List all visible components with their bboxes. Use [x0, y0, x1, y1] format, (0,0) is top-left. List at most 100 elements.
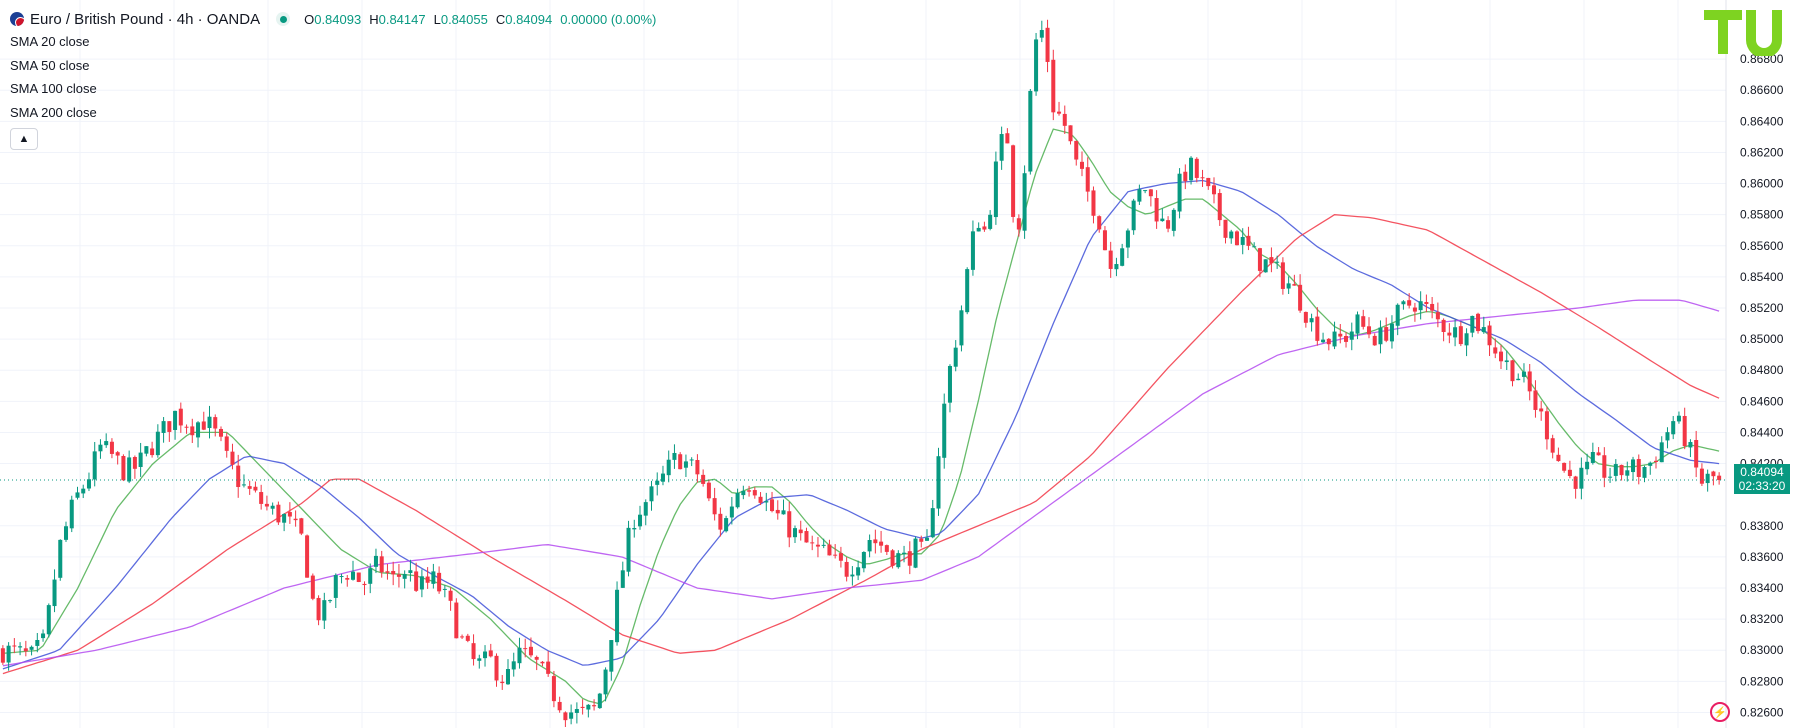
lightning-icon[interactable]: ⚡: [1710, 702, 1730, 722]
symbol-header: Euro / British Pound · 4h · OANDA O0.840…: [10, 8, 656, 30]
candle-body: [586, 704, 591, 710]
candle-body: [328, 600, 333, 602]
candle-body: [483, 651, 488, 659]
candle-body: [988, 214, 993, 229]
ohlc-close: C0.84094: [495, 11, 553, 27]
symbol-title[interactable]: Euro / British Pound · 4h · OANDA: [30, 10, 261, 28]
candle-body: [155, 431, 160, 456]
candle-body: [282, 513, 287, 523]
candle-body: [454, 602, 459, 639]
candle-body: [201, 421, 206, 430]
candle-body: [896, 553, 901, 568]
candle-body: [655, 480, 660, 485]
candle-body: [299, 518, 304, 534]
candle-body: [597, 693, 602, 709]
candle-body: [259, 492, 264, 504]
candle-body: [1344, 336, 1349, 342]
candle-body: [1338, 333, 1343, 337]
candle-body: [1120, 248, 1125, 266]
candle-body: [712, 498, 717, 515]
candle-body: [419, 576, 424, 590]
candle-body: [270, 505, 275, 509]
candle-body: [1372, 335, 1377, 346]
candle-body: [1269, 257, 1274, 264]
candle-body: [1487, 325, 1492, 346]
candle-body: [1148, 189, 1153, 197]
candle-body: [1441, 319, 1446, 332]
candle-body: [1016, 218, 1021, 230]
candle-body: [293, 518, 298, 521]
candle-body: [626, 527, 631, 572]
candle-body: [1453, 327, 1458, 338]
ohlc-open: O0.84093: [304, 11, 362, 27]
candle-body: [1332, 331, 1337, 347]
candle-body: [838, 553, 843, 561]
candle-body: [953, 347, 958, 367]
candle-body: [1481, 327, 1486, 333]
candle-body: [810, 542, 815, 544]
candle-body: [563, 712, 568, 721]
candle-body: [718, 513, 723, 530]
indicator-sma-100[interactable]: SMA 100 close: [10, 81, 97, 96]
candle-body: [947, 365, 952, 403]
price-tick-label: 0.83000: [1740, 643, 1784, 657]
candle-body: [362, 583, 367, 586]
candle-body: [534, 656, 539, 660]
candle-body: [758, 496, 763, 503]
candle-body: [528, 646, 533, 656]
candle-body: [643, 502, 648, 516]
candle-body: [310, 575, 315, 599]
candle-body: [230, 451, 235, 465]
candle-body: [1527, 371, 1532, 392]
candle-body: [236, 465, 241, 488]
collapse-legend-button[interactable]: ▲: [10, 128, 38, 150]
candle-body: [1424, 301, 1429, 305]
candle-body: [207, 416, 212, 429]
candle-body: [1504, 360, 1509, 363]
candle-body: [1642, 467, 1647, 478]
candle-body: [46, 605, 51, 635]
candle-body: [1085, 167, 1090, 192]
market-status-icon[interactable]: [276, 12, 291, 26]
candle-body: [64, 526, 69, 540]
candle-body: [1389, 323, 1394, 342]
candle-body: [52, 579, 57, 607]
candle-body: [1539, 408, 1544, 412]
candle-body: [190, 426, 195, 436]
indicator-sma-200[interactable]: SMA 200 close: [10, 104, 97, 120]
candle-body: [1108, 250, 1113, 269]
price-axis[interactable]: 0.868000.866000.864000.862000.860000.858…: [1740, 52, 1784, 719]
candle-body: [1688, 442, 1693, 448]
candle-body: [494, 655, 499, 681]
candle-body: [649, 486, 654, 502]
candle-body: [683, 461, 688, 468]
candle-body: [965, 269, 970, 313]
candle-body: [1125, 230, 1130, 248]
candle-body: [1653, 460, 1658, 463]
indicator-sma-50[interactable]: SMA 50 close: [10, 57, 90, 73]
candle-body: [184, 426, 189, 428]
candle-body: [603, 669, 608, 695]
candle-body: [414, 571, 419, 591]
candle-body: [1694, 439, 1699, 468]
candle-body: [615, 589, 620, 643]
candle-body: [1154, 198, 1159, 222]
candle-body: [638, 514, 643, 527]
candle-body: [574, 709, 579, 713]
candle-body: [1631, 459, 1636, 473]
candle-body: [557, 701, 562, 711]
candle-body: [138, 452, 143, 467]
candle-body: [1407, 300, 1412, 306]
candle-body: [741, 490, 746, 496]
candle-body: [69, 499, 74, 529]
candle-body: [1045, 27, 1050, 62]
candle-body: [1200, 177, 1205, 179]
candle-body: [396, 574, 401, 577]
candle-body: [1613, 464, 1618, 476]
candle-body: [1257, 248, 1262, 271]
indicator-sma-20[interactable]: SMA 20 close: [10, 34, 90, 49]
candle-body: [632, 528, 637, 530]
bar-countdown: 02:33:20: [1738, 479, 1786, 493]
price-tick-label: 0.86200: [1740, 145, 1784, 159]
